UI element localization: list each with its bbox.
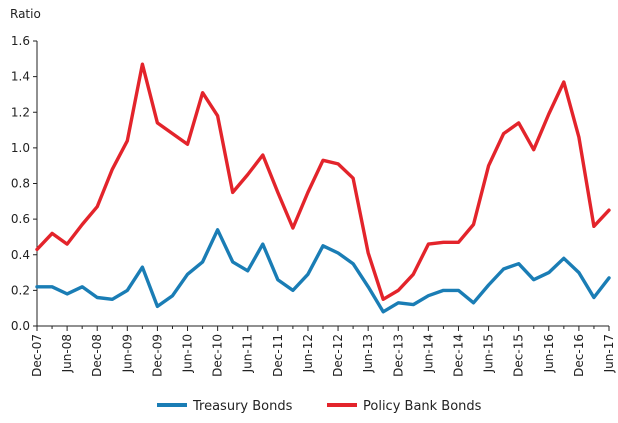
x-tick-label: Dec-08 — [90, 334, 104, 377]
x-tick-label: Dec-15 — [512, 334, 526, 377]
x-axis: Dec-07 Jun-08 Dec-08 Jun-09 Dec-09 Jun-10 Dec-… — [30, 325, 616, 377]
x-tick-label: Jun-08 — [60, 334, 74, 373]
y-tick-label: 1.2 — [11, 105, 30, 119]
y-tick-label: 0.6 — [11, 212, 30, 226]
y-tick-label: 0.4 — [11, 248, 30, 262]
y-axis: 0.0 0.2 0.4 0.6 0.8 1.0 1.2 1.4 1.6 — [11, 34, 38, 333]
x-tick-label: Jun-12 — [301, 334, 315, 373]
series-layer — [35, 62, 611, 314]
legend-label-treasury-bonds: Treasury Bonds — [192, 399, 293, 414]
y-tick-label: 1.0 — [11, 141, 30, 155]
x-tick-label: Dec-11 — [271, 334, 285, 377]
y-tick-label: 0.0 — [11, 319, 30, 333]
x-tick-label: Dec-16 — [572, 334, 586, 377]
x-tick-label: Jun-13 — [361, 334, 375, 373]
x-tick-label: Dec-07 — [30, 334, 44, 377]
series-line-treasury-bonds — [35, 228, 611, 314]
legend: Treasury Bonds Policy Bank Bonds — [157, 399, 482, 414]
y-tick-label: 1.6 — [11, 34, 30, 48]
y-tick-label: 0.2 — [11, 283, 30, 297]
x-tick-label: Dec-10 — [211, 334, 225, 377]
x-tick-label: Dec-13 — [391, 334, 405, 377]
x-tick-label: Jun-14 — [421, 334, 435, 373]
y-tick-label: 0.8 — [11, 177, 30, 191]
x-tick-label: Dec-12 — [331, 334, 345, 377]
x-tick-label: Dec-09 — [150, 334, 164, 377]
y-axis-title: Ratio — [10, 7, 41, 21]
x-tick-label: Jun-16 — [542, 334, 556, 373]
legend-label-policy-bank-bonds: Policy Bank Bonds — [363, 399, 482, 414]
y-tick-label: 1.4 — [11, 70, 30, 84]
x-tick-label: Jun-09 — [120, 334, 134, 373]
x-tick-label: Jun-15 — [482, 334, 496, 373]
x-tick-label: Jun-17 — [602, 334, 616, 373]
x-tick-label: Jun-11 — [241, 334, 255, 373]
series-line-policy-bank-bonds — [35, 62, 611, 301]
x-tick-label: Jun-10 — [181, 334, 195, 373]
x-tick-label: Dec-14 — [451, 334, 465, 377]
